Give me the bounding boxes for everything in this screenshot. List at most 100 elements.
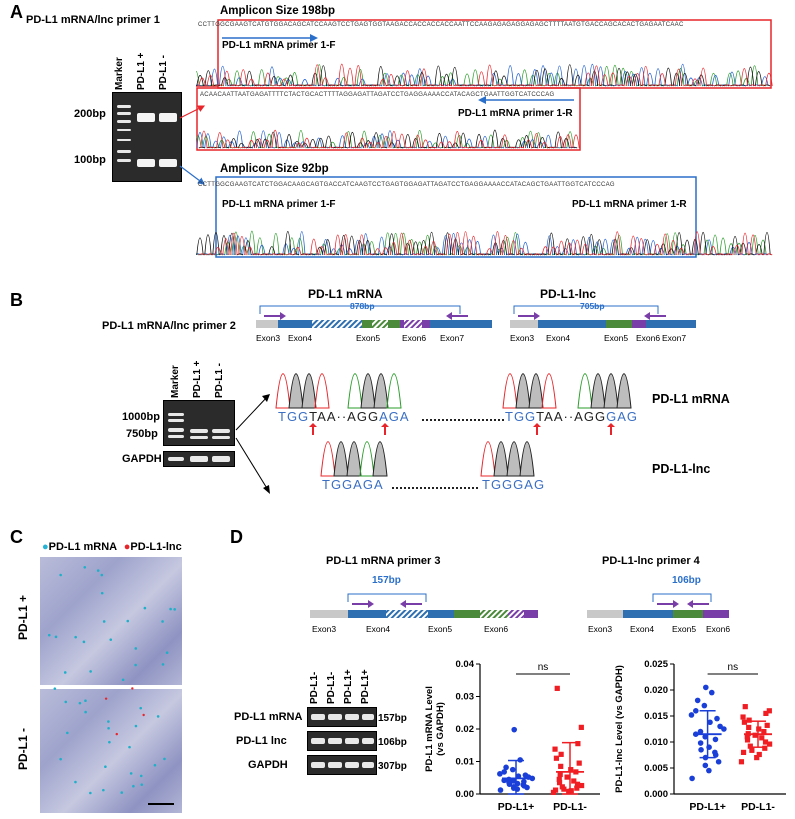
y-tick-label: 0.005: [644, 763, 668, 774]
ish-dot-mrna: [89, 791, 92, 795]
sequence-line: CCTTGGCGAAGTCATGTGGACAGCATCCAAGTCCTGAGTG…: [198, 22, 684, 28]
peak-G: [506, 441, 522, 477]
y-tick-label: 0.00: [456, 789, 475, 800]
data-point: [553, 755, 560, 761]
data-point: [703, 684, 709, 691]
exon-label: Exon7: [440, 333, 465, 343]
ladder-label: 100bp: [74, 154, 106, 166]
ish-dot-mrna: [108, 740, 111, 744]
row-label-neg: PD-L1 -: [16, 728, 30, 770]
data-point: [707, 719, 713, 726]
lane-label: PD-L1 -: [158, 55, 169, 90]
data-point: [715, 758, 722, 765]
data-point: [747, 743, 753, 749]
primer-arrow-1f: [222, 34, 318, 42]
exon-label: Exon6: [706, 624, 731, 634]
seq-lnc-a: TGGAGA: [322, 477, 384, 492]
data-point: [702, 762, 709, 769]
lane-label: PD-L1-: [326, 671, 337, 704]
data-point: [556, 780, 563, 786]
y-tick-label: 0.020: [644, 685, 668, 696]
data-point: [558, 751, 564, 757]
ish-dot-mrna: [59, 573, 62, 577]
ish-dot-mrna: [54, 635, 58, 639]
gel-row-name: GAPDH: [248, 759, 288, 771]
seq-fragment: AGG: [347, 409, 380, 424]
exon-label: Exon3: [510, 333, 535, 343]
chromatogram-red-top: [196, 19, 773, 151]
amplicon-size-705: 705bp: [580, 301, 605, 311]
ish-dot-mrna: [120, 791, 124, 794]
trace-0: [196, 230, 767, 256]
ish-dot-lnc: [142, 713, 145, 717]
ish-dot-lnc: [115, 732, 118, 736]
lane-label: PD-L1+: [343, 669, 354, 704]
data-point: [764, 722, 770, 728]
gel-d-gapdh: [307, 755, 377, 775]
data-point: [497, 787, 504, 793]
data-point: [557, 771, 563, 778]
seq-fragment: AGG: [574, 409, 607, 424]
data-point: [740, 749, 747, 755]
data-point: [574, 781, 581, 787]
exon-structure-primer3: [310, 593, 538, 618]
row-label: PD-L1 -: [16, 728, 30, 770]
exon-label: Exon7: [662, 333, 687, 343]
ish-dot-mrna: [104, 765, 107, 769]
data-point: [746, 724, 752, 731]
ish-dot-mrna: [78, 701, 82, 705]
y-tick-label: 0.04: [456, 659, 475, 670]
amplicon-size-157: 157bp: [372, 575, 401, 586]
ish-dot-mrna: [64, 700, 68, 704]
exon-label: Exon5: [428, 624, 453, 634]
ish-dot-mrna: [139, 706, 143, 710]
data-point: [501, 769, 508, 775]
ihc-image-pos: [40, 557, 182, 685]
exon-label: Exon4: [366, 624, 391, 634]
ish-dot-mrna: [109, 638, 113, 641]
data-point: [554, 685, 560, 691]
data-point: [561, 786, 567, 792]
exon-label: Exon5: [672, 624, 697, 634]
gel-row-size: 307bp: [378, 761, 407, 772]
exon-structure-mrna: [256, 305, 492, 328]
amplicon-label-198: Amplicon Size 198bp: [220, 5, 336, 17]
ladder-label: 750bp: [126, 428, 158, 440]
seq-label-lnc: PD-L1-lnc: [652, 462, 711, 476]
peak-G: [333, 441, 349, 477]
ish-dot-mrna: [153, 763, 157, 767]
y-tick-label: 0.01: [456, 757, 475, 768]
y-tick-label: 0.025: [644, 659, 668, 670]
exon-label: Exon4: [546, 333, 571, 343]
ish-dot-mrna: [156, 715, 160, 718]
x-tick-label: PD-L1+: [498, 801, 534, 813]
data-point: [701, 702, 708, 709]
data-point: [688, 712, 695, 718]
peaks-mrna: [275, 373, 632, 409]
ish-dot-mrna: [161, 620, 164, 623]
data-point: [754, 755, 760, 761]
ish-dot-mrna: [89, 670, 92, 673]
data-point: [509, 766, 516, 773]
panel-a-title: PD-L1 mRNA/lnc primer 1: [26, 14, 160, 26]
data-point: [702, 734, 708, 740]
significance-label: ns: [728, 662, 739, 673]
trace-3: [198, 63, 773, 87]
peak-G: [493, 441, 509, 477]
amplicon-size-106: 106bp: [672, 575, 701, 586]
lane-label: PD-L1 +: [136, 52, 147, 90]
y-tick-label: 0.015: [644, 711, 668, 722]
data-point: [759, 735, 765, 741]
panel-label-c: C: [10, 527, 23, 547]
peak-G: [519, 441, 535, 477]
amplicon-size-878: 878bp: [350, 301, 375, 311]
data-point: [503, 764, 509, 771]
exon-structure-primer4: [587, 593, 729, 618]
peak-G: [515, 373, 531, 409]
primer-label-1r: PD-L1 mRNA primer 1-R: [458, 108, 573, 119]
data-point: [752, 732, 758, 738]
data-point: [738, 759, 745, 765]
ish-dot-mrna: [66, 731, 69, 735]
data-point: [756, 751, 762, 758]
peak-T: [275, 373, 291, 409]
